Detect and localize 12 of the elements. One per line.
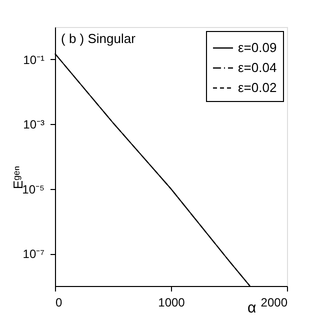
y-tick-label: 10⁻⁵: [22, 182, 45, 196]
legend-label: ε=0.09: [238, 40, 277, 55]
annotation: ( b ) Singular: [61, 31, 136, 46]
x-tick-label: 0: [56, 296, 62, 310]
y-tick-label: 10⁻⁷: [22, 247, 44, 262]
y-tick-label: 10⁻³: [23, 118, 45, 132]
legend-label: ε=0.02: [238, 80, 277, 95]
x-axis-title: α: [248, 300, 256, 316]
y-tick-label: 10⁻¹: [23, 52, 45, 67]
x-tick-label: 1000: [158, 296, 186, 310]
x-tick-label: 2000: [260, 296, 288, 310]
legend-label: ε=0.04: [238, 60, 277, 75]
